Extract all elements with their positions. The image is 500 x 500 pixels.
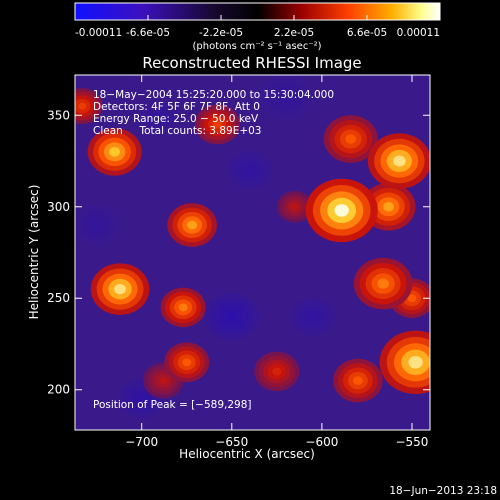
colorbar-tick-label: -0.00011 <box>75 27 122 39</box>
colorbar-tick-label: -6.6e-05 <box>126 27 170 39</box>
negative-blob <box>226 311 238 322</box>
emission-blob <box>352 376 363 385</box>
annotation-detectors: Detectors: 4F 5F 6F 7F 8F, Att 0 <box>93 101 260 113</box>
x-tick-label: −550 <box>395 435 428 449</box>
emission-blob <box>159 377 168 385</box>
emission-blob <box>291 203 299 210</box>
y-ticks: 200 250 300 350 <box>47 108 430 397</box>
emission-blob <box>182 358 192 367</box>
colorbar-tick-label: -2.2e-05 <box>199 27 243 39</box>
emission-blob <box>114 283 126 295</box>
colorbar-tick-label: 2.2e-05 <box>274 27 314 39</box>
plot-frame <box>74 74 431 431</box>
emission-blob <box>407 294 417 303</box>
annotation-time: 18−May−2004 15:25:20.000 to 15:30:04.000 <box>93 89 334 101</box>
emission-blob <box>377 278 390 289</box>
negative-blob <box>245 166 255 175</box>
emission-blob <box>334 204 349 217</box>
annotation-energy: Energy Range: 25.0 − 50.0 keV <box>93 113 259 125</box>
emission-blob <box>383 201 394 212</box>
colorbar: -0.00011 -6.6e-05 -2.2e-05 2.2e-05 6.6e-05 0.… <box>74 2 441 52</box>
emission-blob <box>78 102 87 110</box>
negative-blob <box>92 221 102 230</box>
heatmap-image <box>75 75 430 419</box>
emission-blob <box>272 367 282 376</box>
chart-title: Reconstructed RHESSI Image <box>142 54 361 72</box>
y-tick-label: 350 <box>47 108 70 122</box>
emission-blob <box>187 220 198 230</box>
colorbar-tick-label: 0.00011 <box>397 27 440 39</box>
x-tick-label: −600 <box>305 435 338 449</box>
colorbar-tick-labels: -0.00011 -6.6e-05 -2.2e-05 2.2e-05 6.6e-05 0.… <box>75 27 440 39</box>
negative-blob <box>156 112 164 119</box>
plot-area: −700 −650 −600 −550 200 250 300 350 <box>47 74 431 449</box>
annotation-counts: Clean Total counts: 3.89E+03 <box>93 125 262 137</box>
negative-blob <box>137 394 147 403</box>
colorbar-gradient <box>74 2 441 21</box>
y-tick-label: 250 <box>47 291 70 305</box>
colorbar-ticks <box>74 15 441 20</box>
x-axis-label: Heliocentric X (arcsec) <box>179 447 315 461</box>
footer-date: 18−Jun−2013 23:18 <box>389 485 497 497</box>
y-axis-label: Heliocentric Y (arcsec) <box>27 185 41 320</box>
y-tick-label: 300 <box>47 200 70 214</box>
x-ticks: −700 −650 −600 −550 <box>125 75 428 449</box>
negative-blob <box>280 92 292 102</box>
emission-blob <box>408 355 423 369</box>
emission-blob <box>345 134 357 144</box>
peak-position-label: Position of Peak = [−589,298] <box>93 399 252 411</box>
emission-blob <box>212 120 222 129</box>
emission-blob <box>109 147 121 157</box>
x-tick-label: −650 <box>215 435 248 449</box>
colorbar-tick-label: 6.6e-05 <box>347 27 387 39</box>
negative-blob <box>308 312 318 321</box>
x-tick-label: −700 <box>125 435 158 449</box>
emission-blob <box>393 155 406 167</box>
y-tick-label: 200 <box>47 383 70 397</box>
colorbar-units: (photons cm⁻² s⁻¹ asec⁻²) <box>192 41 321 52</box>
emission-blob <box>178 303 188 312</box>
